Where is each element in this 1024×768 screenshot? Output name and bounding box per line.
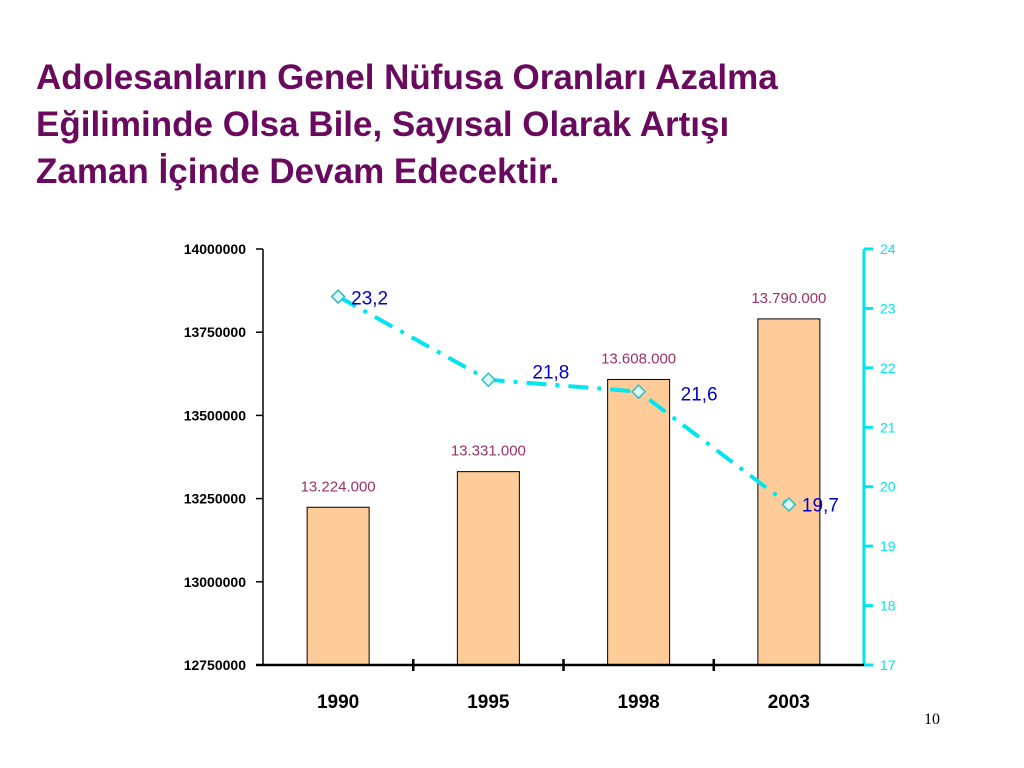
title-line-1: Adolesanların Genel Nüfusa Oranları Azal…	[36, 58, 778, 97]
ratio-value-label: 23,2	[351, 289, 388, 310]
right-axis-tick-label: 21	[880, 419, 896, 435]
right-axis-tick-label: 24	[880, 241, 896, 257]
right-axis-tick-label: 23	[880, 300, 896, 316]
category-labels: 1990 1995 1998 2003	[317, 692, 810, 713]
category-label-1990: 1990	[317, 692, 359, 713]
bar-series	[306, 318, 821, 666]
right-axis-tick-label: 18	[880, 598, 896, 614]
category-label-1998: 1998	[617, 692, 659, 713]
bar-2003	[757, 318, 821, 666]
ratio-marker	[330, 288, 346, 305]
left-axis-tick-label: 13500000	[184, 407, 247, 423]
title-line-2: Eğiliminde Olsa Bile, Sayısal Olarak Art…	[36, 105, 730, 144]
ratio-marker	[781, 496, 797, 513]
bar-1990	[306, 506, 370, 666]
left-axis-ticks: 14000000 13750000 13500000 13250000 13000000…	[184, 241, 263, 673]
bar-value-label: 13.224.000	[301, 478, 376, 495]
category-label-2003: 2003	[768, 692, 810, 713]
bar-1998	[607, 378, 671, 666]
left-axis-tick-label: 13750000	[184, 324, 247, 340]
left-axis-tick-label: 13250000	[184, 491, 247, 507]
chart-axes	[256, 249, 866, 671]
ratio-line-series	[330, 288, 797, 513]
right-axis-tick-label: 20	[880, 479, 896, 495]
left-axis-tick-label: 14000000	[184, 241, 247, 257]
right-axis-tick-label: 17	[880, 657, 896, 673]
ratio-value-label: 21,8	[532, 363, 569, 384]
ratio-value-label: 19,7	[802, 496, 839, 517]
page-number: 10	[924, 711, 940, 728]
bar-value-label: 13.790.000	[751, 290, 826, 307]
right-axis-ticks: 24 23 22 21 20 19 18 17	[864, 241, 896, 673]
category-label-1995: 1995	[467, 692, 510, 713]
left-axis-tick-label: 12750000	[184, 657, 247, 673]
slide-title: Adolesanların Genel Nüfusa Oranları Azal…	[36, 54, 986, 195]
line-data-labels: 23,2 21,8 21,6 19,7	[351, 289, 839, 517]
title-line-3: Zaman İçinde Devam Edecektir.	[36, 152, 560, 191]
left-axis-tick-label: 13000000	[184, 574, 247, 590]
right-axis-tick-label: 22	[880, 360, 896, 376]
bar-value-label: 13.608.000	[601, 350, 676, 367]
ratio-marker	[480, 372, 496, 388]
ratio-marker	[631, 384, 647, 400]
bar-data-labels: 13.224.000 13.331.000 13.608.000 13.790.000	[301, 290, 827, 495]
ratio-line	[337, 294, 791, 507]
ratio-value-label: 21,6	[681, 385, 718, 406]
bar-1995	[456, 471, 520, 666]
bar-value-label: 13.331.000	[451, 443, 526, 460]
right-axis-tick-label: 19	[880, 538, 896, 554]
